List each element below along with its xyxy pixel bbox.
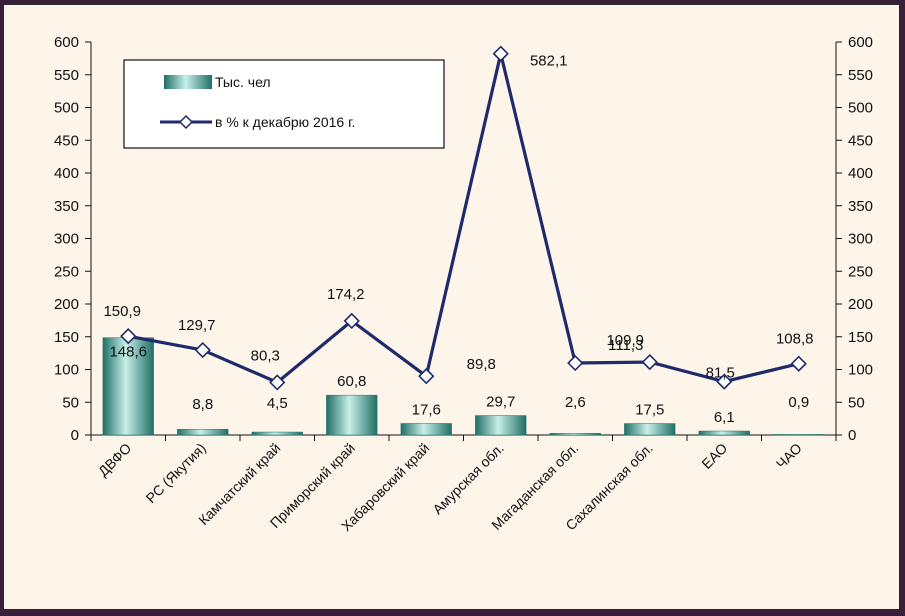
- bar-data-label: 0,9: [788, 394, 809, 411]
- bar-data-label: 148,6: [109, 344, 147, 361]
- y-tick-label-left: 450: [54, 132, 79, 149]
- y-tick-label-left: 200: [54, 296, 79, 313]
- bar-data-label: 4,5: [267, 395, 288, 412]
- line-marker: [492, 45, 509, 62]
- plot-area: 0 0 50 50 100 100 150 150 200 200 250 250 300 300 350 3…: [54, 34, 873, 534]
- y-tick-label-right: 200: [848, 296, 873, 313]
- y-tick-label-right: 250: [848, 263, 873, 280]
- y-tick-label-right: 600: [848, 34, 873, 51]
- line-data-label: 129,7: [178, 317, 216, 334]
- y-tick-label-left: 0: [71, 427, 79, 444]
- bar: [549, 433, 601, 436]
- line-marker: [716, 373, 733, 390]
- y-tick-label-right: 500: [848, 100, 873, 117]
- x-tick-label: ЧАО: [773, 440, 805, 472]
- bar-data-label: 29,7: [486, 394, 515, 411]
- line-data-label: 81,5: [706, 365, 735, 382]
- line-data-label: 108,8: [776, 331, 814, 348]
- y-tick-label-right: 350: [848, 198, 873, 215]
- bar-data-label: 2,6: [565, 394, 586, 411]
- legend: Тыс. чел в % к декабрю 2016 г.: [123, 59, 445, 149]
- line-marker: [120, 328, 137, 345]
- y-tick-label-left: 50: [62, 394, 79, 411]
- line-data-label: 89,8: [467, 356, 496, 373]
- y-tick-label-left: 300: [54, 231, 79, 248]
- bar: [251, 431, 303, 436]
- line-marker: [641, 353, 658, 371]
- bar: [698, 430, 750, 436]
- line-data-label: 174,2: [327, 286, 365, 303]
- x-tick-label: ЕАО: [698, 440, 730, 472]
- line-data-label: 109,9: [606, 332, 644, 349]
- y-tick-label-left: 100: [54, 362, 79, 379]
- y-tick-label-left: 600: [54, 34, 79, 51]
- bar: [773, 434, 825, 436]
- bar-data-label: 17,5: [635, 402, 664, 419]
- y-tick-label-right: 400: [848, 165, 873, 182]
- line-marker: [343, 312, 360, 330]
- line-marker: [418, 368, 435, 385]
- line-marker: [567, 354, 584, 372]
- x-tick-label: РС (Якутия): [143, 440, 209, 506]
- line-data-label: 80,3: [251, 347, 280, 364]
- bar-data-label: 17,6: [412, 401, 441, 418]
- x-tick-label: Амурская обл.: [429, 440, 507, 518]
- chart-frame: 0 0 50 50 100 100 150 150 200 200 250 250 300 300 350 3…: [3, 4, 900, 610]
- bar: [624, 423, 676, 436]
- y-tick-label-left: 250: [54, 263, 79, 280]
- y-tick-label-right: 150: [848, 329, 873, 346]
- y-tick-label-left: 500: [54, 100, 79, 117]
- legend-swatch-bars: [164, 75, 212, 89]
- bar: [475, 415, 527, 436]
- y-tick-label-left: 350: [54, 198, 79, 215]
- line-data-label: 111,3: [608, 337, 643, 354]
- x-tick-label: Камчатский край: [195, 440, 283, 528]
- line-marker: [194, 341, 211, 359]
- line-data-label: 150,9: [103, 303, 141, 320]
- bar-data-label: 6,1: [714, 409, 735, 426]
- y-tick-label-right: 50: [848, 394, 865, 411]
- legend-label-bars: Тыс. чел: [215, 74, 271, 90]
- bar-data-label: 8,8: [192, 396, 213, 413]
- y-tick-label-right: 450: [848, 132, 873, 149]
- line-series: [127, 52, 800, 385]
- bar: [177, 428, 229, 436]
- y-tick-label-right: 0: [848, 427, 856, 444]
- bar: [326, 394, 378, 436]
- legend-label-line: в % к декабрю 2016 г.: [215, 114, 355, 130]
- x-tick-label: ДВФО: [95, 440, 135, 480]
- line-marker: [269, 374, 286, 391]
- legend-swatch-marker: [178, 114, 194, 130]
- y-tick-label-right: 100: [848, 362, 873, 379]
- bar-data-label: 60,8: [337, 373, 366, 390]
- legend-box: [123, 59, 445, 149]
- bar: [102, 337, 154, 436]
- line-marker: [790, 355, 807, 372]
- y-tick-label-left: 150: [54, 329, 79, 346]
- y-tick-label-right: 300: [848, 231, 873, 248]
- y-tick-label-left: 550: [54, 67, 79, 84]
- y-tick-label-left: 400: [54, 165, 79, 182]
- line-data-label: 582,1: [530, 53, 568, 70]
- y-tick-label-right: 550: [848, 67, 873, 84]
- bar: [400, 423, 452, 436]
- chart-svg: 0 0 50 50 100 100 150 150 200 200 250 250 300 300 350 3…: [54, 34, 873, 534]
